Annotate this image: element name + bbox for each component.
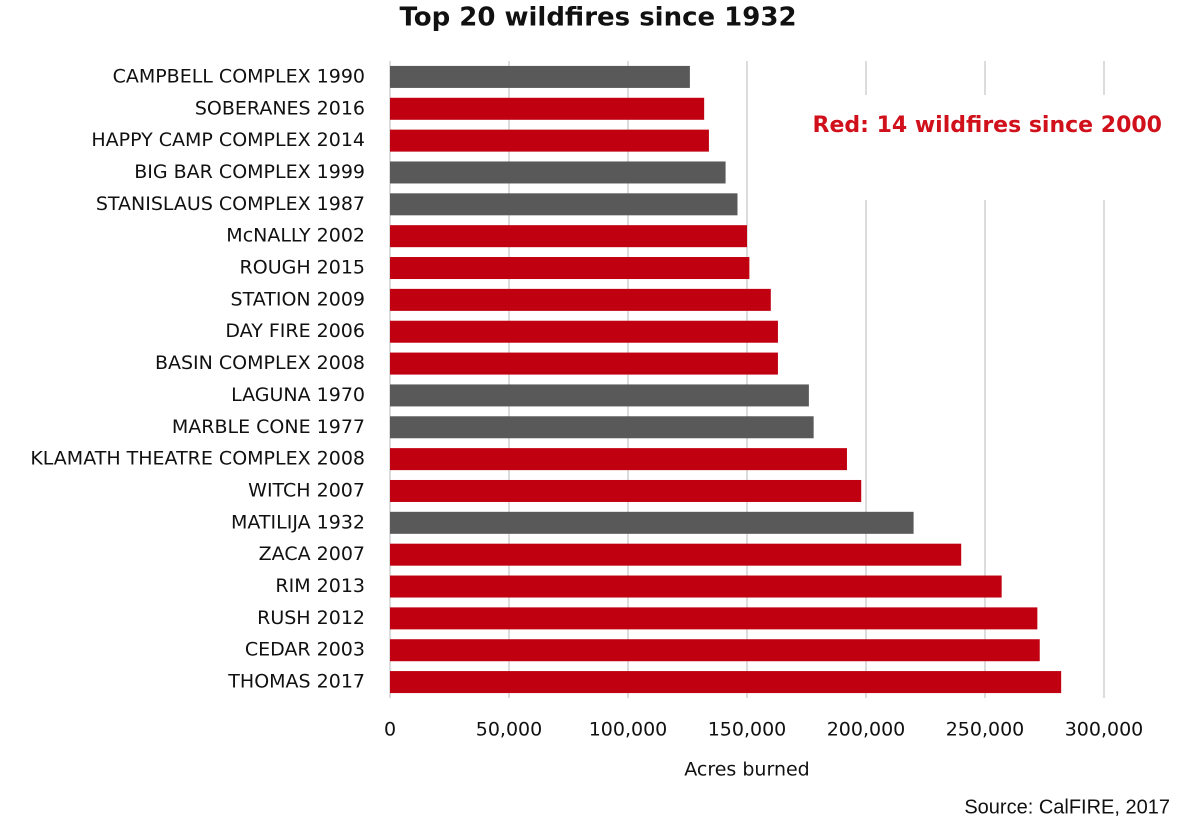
bar <box>390 193 738 216</box>
x-tick-label: 150,000 <box>708 719 787 741</box>
y-tick-label: HAPPY CAMP COMPLEX 2014 <box>91 129 365 151</box>
bar <box>390 257 750 280</box>
y-tick-label: DAY FIRE 2006 <box>225 320 365 342</box>
y-tick-label: SOBERANES 2016 <box>195 97 365 119</box>
y-tick-label: KLAMATH THEATRE COMPLEX 2008 <box>30 448 365 470</box>
x-tick-label: 0 <box>384 719 396 741</box>
bar <box>390 607 1038 630</box>
bar <box>390 161 726 184</box>
x-tick-label: 250,000 <box>946 719 1025 741</box>
y-tick-label: STANISLAUS COMPLEX 1987 <box>96 193 365 215</box>
annotation: Red: 14 wildfires since 2000 <box>813 113 1162 138</box>
y-tick-label: ZACA 2007 <box>259 543 365 565</box>
y-tick-label: BIG BAR COMPLEX 1999 <box>134 161 365 183</box>
y-tick-label: BASIN COMPLEX 2008 <box>155 352 365 374</box>
bar <box>390 671 1062 694</box>
x-axis-title: Acres burned <box>684 759 810 781</box>
y-tick-label: STATION 2009 <box>231 288 365 310</box>
annotation-background <box>800 95 1180 200</box>
y-tick-label: McNALLY 2002 <box>226 225 365 247</box>
bar <box>390 575 1002 598</box>
bar <box>390 65 690 88</box>
bar <box>390 320 778 343</box>
bars <box>390 65 1062 694</box>
source: Source: CalFIRE, 2017 <box>964 796 1170 818</box>
bar <box>390 479 862 502</box>
bar <box>390 511 914 534</box>
x-tick-label: 200,000 <box>827 719 906 741</box>
y-tick-label: MATILIJA 1932 <box>231 511 365 533</box>
bar <box>390 448 847 471</box>
x-tick-label: 300,000 <box>1065 719 1144 741</box>
bar <box>390 129 709 152</box>
chart-title: Top 20 wildfires since 1932 <box>399 3 796 33</box>
y-tick-label: WITCH 2007 <box>248 479 365 501</box>
bar <box>390 416 814 439</box>
y-tick-label: ROUGH 2015 <box>240 257 365 279</box>
x-tick-label: 100,000 <box>589 719 668 741</box>
bar <box>390 352 778 375</box>
bar <box>390 543 962 566</box>
y-tick-label: CAMPBELL COMPLEX 1990 <box>113 65 365 87</box>
x-tick-label: 50,000 <box>476 719 542 741</box>
y-tick-label: LAGUNA 1970 <box>231 384 365 406</box>
y-tick-label: RUSH 2012 <box>257 607 365 629</box>
y-tick-label: RIM 2013 <box>275 575 365 597</box>
bar <box>390 225 747 248</box>
bar <box>390 384 809 407</box>
y-tick-label: THOMAS 2017 <box>227 671 365 693</box>
y-tick-label: MARBLE CONE 1977 <box>172 416 365 438</box>
bar <box>390 639 1040 662</box>
bar <box>390 97 705 120</box>
y-tick-label: CEDAR 2003 <box>245 639 365 661</box>
bar <box>390 288 771 311</box>
